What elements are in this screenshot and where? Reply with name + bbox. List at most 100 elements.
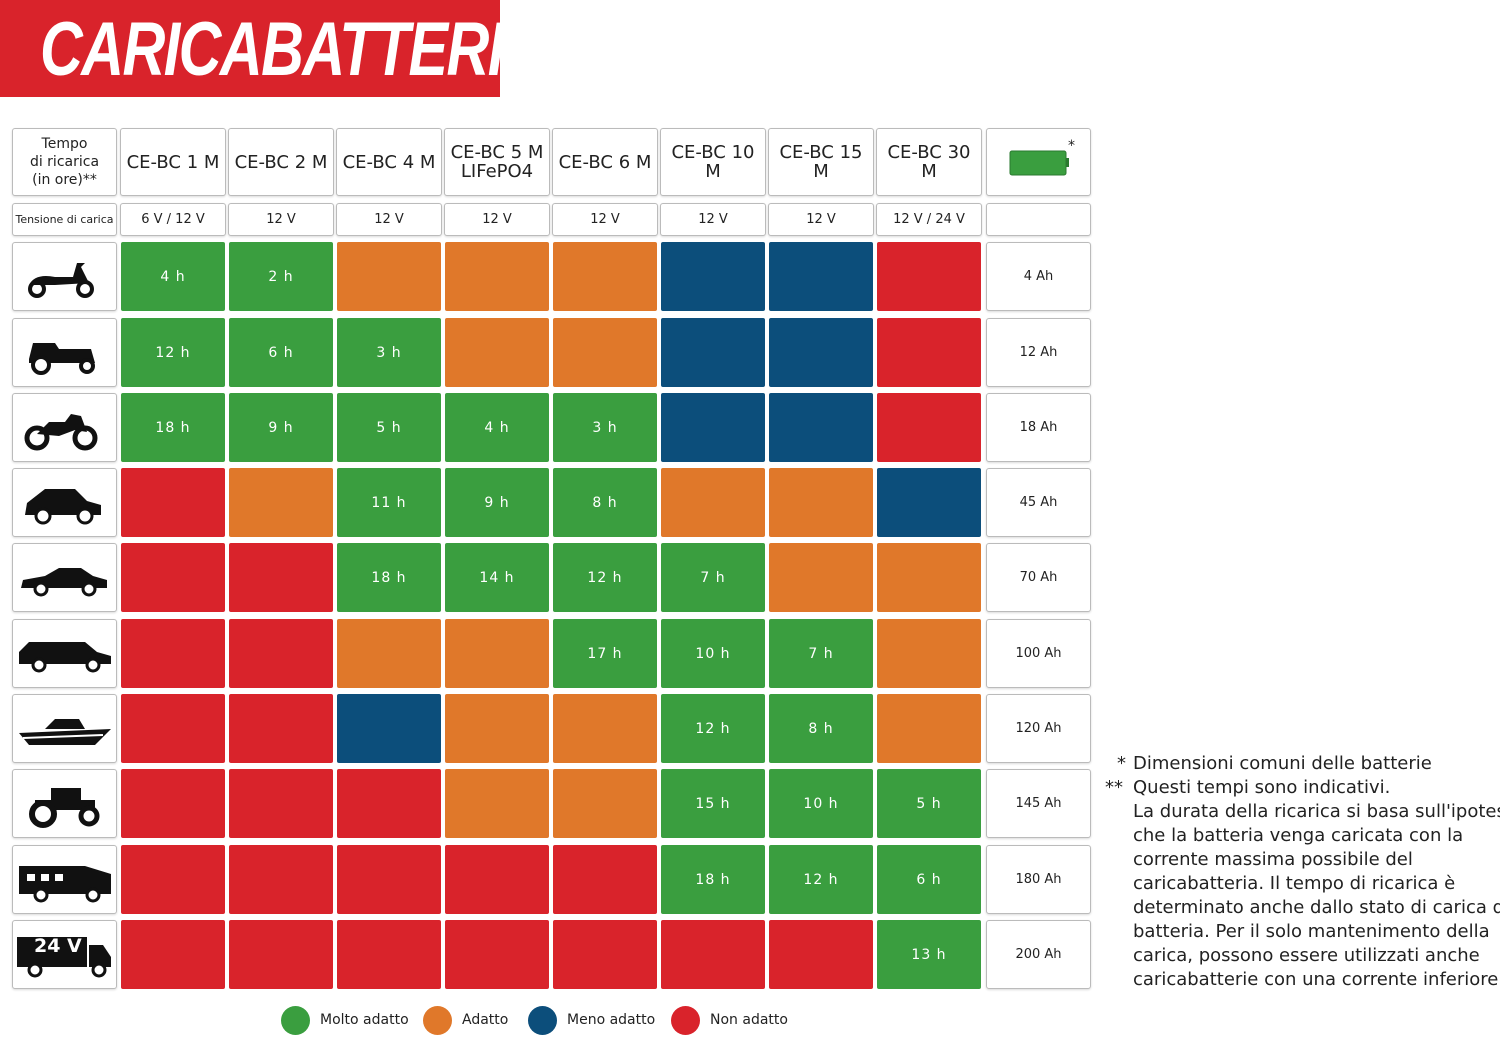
rating-cell: [337, 694, 441, 763]
rating-cell: [337, 242, 441, 311]
rating-cell: [229, 769, 333, 838]
rating-cell: [121, 694, 225, 763]
legend-label: Adatto: [462, 1012, 509, 1028]
rating-cell: [877, 242, 981, 311]
rating-cell: [337, 769, 441, 838]
rating-cell: 8 h: [769, 694, 873, 763]
voltage-label: Tensione di carica: [12, 203, 117, 236]
rating-cell: 18 h: [121, 393, 225, 462]
rating-cell: [229, 468, 333, 537]
model-name: CE-BC 6 M: [558, 151, 652, 173]
rating-cell: [337, 920, 441, 989]
vehicle-shape: [18, 865, 111, 902]
rating-cell: [229, 845, 333, 914]
model-header: CE-BC 2 M: [228, 128, 334, 196]
vehicle-shape: [18, 641, 111, 672]
rating-cell: [769, 920, 873, 989]
vehicle-shape: [27, 262, 94, 298]
capacity: 145 Ah: [986, 769, 1091, 838]
title-banner: CARICABATTERIE: [0, 0, 500, 97]
voltage: 12 V: [660, 203, 766, 236]
rating-cell: 3 h: [553, 393, 657, 462]
rating-cell: 14 h: [445, 543, 549, 612]
vehicle-shape: [28, 342, 95, 375]
vehicle-icon: [12, 769, 117, 838]
rating-cell: [877, 543, 981, 612]
capacity: 12 Ah: [986, 318, 1091, 387]
vehicle-shape: [24, 488, 101, 524]
voltage: 12 V: [444, 203, 550, 236]
capacity: 200 Ah: [986, 920, 1091, 989]
battery-header: [986, 128, 1091, 196]
rating-cell: [445, 694, 549, 763]
rating-cell: 2 h: [229, 242, 333, 311]
note-line: corrente massima possibile del: [1133, 849, 1413, 870]
rating-cell: 18 h: [661, 845, 765, 914]
model-header: CE-BC 4 M: [336, 128, 442, 196]
voltage: 12 V / 24 V: [876, 203, 982, 236]
rating-cell: 12 h: [553, 543, 657, 612]
rating-cell: [229, 543, 333, 612]
corner-header: Tempo di ricarica (in ore)**: [12, 128, 117, 196]
corner-line: Tempo: [41, 136, 88, 152]
rating-cell: [553, 769, 657, 838]
rating-cell: [877, 468, 981, 537]
rating-cell: [769, 242, 873, 311]
rating-cell: 4 h: [445, 393, 549, 462]
model-name: CE-BC 2 M: [234, 151, 328, 173]
rating-cell: [229, 619, 333, 688]
note-marker: *: [1117, 753, 1126, 774]
rating-cell: [445, 845, 549, 914]
capacity: 180 Ah: [986, 845, 1091, 914]
rating-cell: [769, 318, 873, 387]
model-name: CE-BC 4 M: [342, 151, 436, 173]
model-header: CE-BC 30 M: [876, 128, 982, 196]
rating-cell: 6 h: [877, 845, 981, 914]
rating-cell: 12 h: [769, 845, 873, 914]
rating-cell: 13 h: [877, 920, 981, 989]
note-line: che la batteria venga caricata con la: [1133, 825, 1464, 846]
rating-cell: 17 h: [553, 619, 657, 688]
note-line: carica, possono essere utilizzati anche: [1133, 945, 1480, 966]
note-line: caricabatterie con una corrente inferior…: [1133, 969, 1500, 990]
rating-cell: [337, 845, 441, 914]
voltage: 12 V: [768, 203, 874, 236]
rating-cell: [445, 619, 549, 688]
rating-cell: [769, 543, 873, 612]
rating-cell: [877, 318, 981, 387]
corner-line: (in ore)**: [32, 172, 97, 188]
rating-cell: 10 h: [769, 769, 873, 838]
rating-cell: [661, 468, 765, 537]
voltage: 12 V: [336, 203, 442, 236]
rating-cell: [121, 468, 225, 537]
rating-cell: 4 h: [121, 242, 225, 311]
rating-cell: [877, 393, 981, 462]
note-line: Questi tempi sono indicativi.: [1133, 777, 1391, 798]
capacity: 70 Ah: [986, 543, 1091, 612]
rating-cell: [445, 920, 549, 989]
rating-cell: [445, 318, 549, 387]
rating-cell: 6 h: [229, 318, 333, 387]
note-line: batteria. Per il solo mantenimento della: [1133, 921, 1490, 942]
icon-text: 24 V: [34, 935, 82, 957]
rating-cell: [121, 543, 225, 612]
rating-cell: [553, 694, 657, 763]
battery-icon: [1009, 150, 1069, 176]
model-name: CE-BC 5 M: [450, 142, 544, 163]
rating-cell: [661, 242, 765, 311]
legend-dot: [281, 1006, 310, 1035]
battery-marker: *: [1068, 138, 1075, 154]
corner-line: di ricarica: [29, 154, 100, 170]
rating-cell: 11 h: [337, 468, 441, 537]
rating-cell: 18 h: [337, 543, 441, 612]
legend-dot: [423, 1006, 452, 1035]
model-name: LIFePO4: [460, 161, 534, 182]
rating-cell: [553, 920, 657, 989]
rating-cell: [445, 769, 549, 838]
vehicle-shape: [18, 718, 111, 745]
vehicle-icon: [12, 318, 117, 387]
model-name: CE-BC 30 M: [887, 142, 971, 182]
note-line: La durata della ricarica si basa sull'ip…: [1133, 801, 1500, 822]
rating-cell: 3 h: [337, 318, 441, 387]
